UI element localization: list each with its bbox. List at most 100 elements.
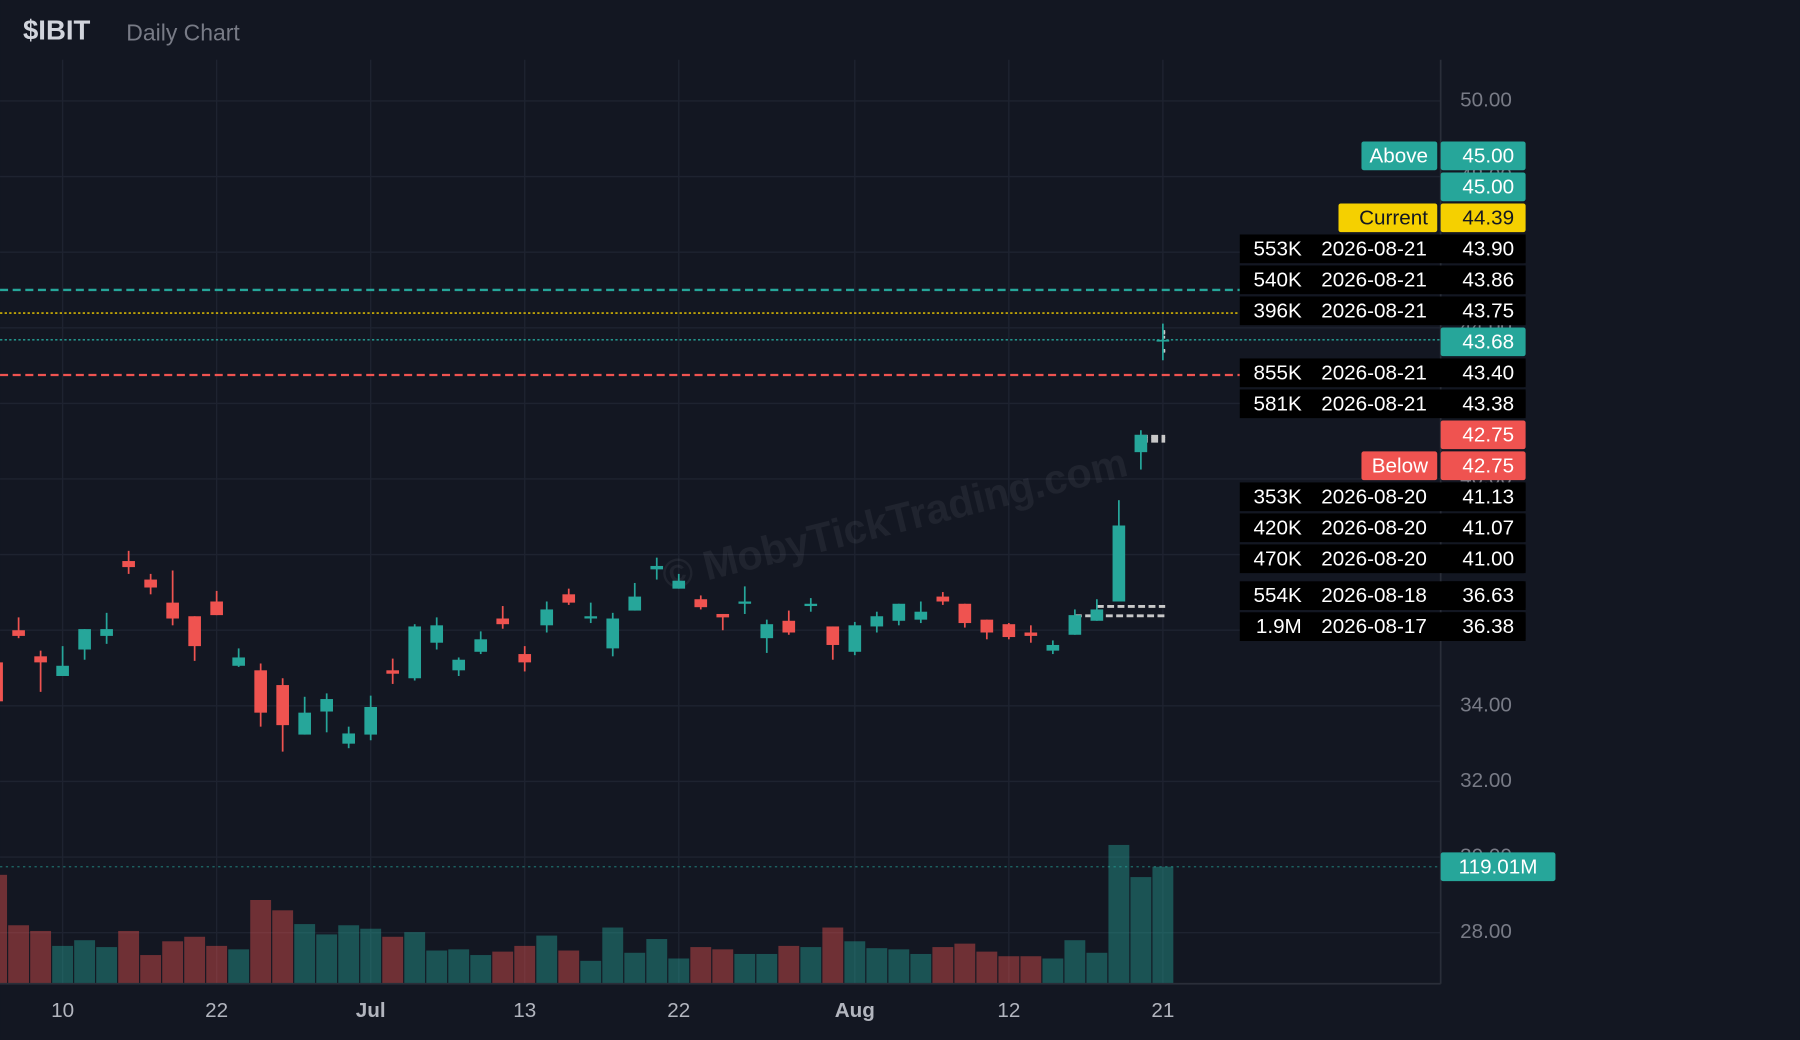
volume-bar (954, 943, 976, 984)
volume-bar (646, 939, 668, 984)
price-tag (1440, 451, 1526, 481)
candle-body (0, 662, 3, 702)
volume-bar (228, 949, 250, 984)
price-tag-label: 45.00 (1462, 175, 1514, 198)
volume-bar (8, 925, 30, 984)
volume-bar (514, 945, 536, 984)
volume-bar (1064, 940, 1086, 984)
volume-bar (0, 874, 8, 984)
candle-body (716, 613, 730, 618)
volume-tag: 581K (1254, 392, 1302, 415)
date-tag: 2026-08-20 (1321, 516, 1427, 539)
price-tag-label: 44.39 (1462, 206, 1514, 229)
volume-bar (756, 953, 778, 984)
price-tag-label: 42.75 (1462, 454, 1514, 477)
volume-bar (74, 940, 96, 984)
level-tag: Above (1369, 144, 1428, 167)
candle-body (738, 601, 752, 604)
x-tick-label: 13 (513, 999, 536, 1022)
level-tag-box (1338, 203, 1438, 233)
candle-body (782, 620, 796, 633)
volume-bar (1042, 958, 1064, 984)
volume-bar (1152, 866, 1174, 984)
volume-bar (316, 934, 338, 984)
volume-tag: 1.9M (1256, 615, 1302, 638)
x-tick-label: 22 (205, 999, 228, 1022)
volume-bar (778, 945, 800, 984)
candle-body (1156, 339, 1170, 342)
volume-bar (800, 947, 822, 984)
volume-tag: 554K (1254, 584, 1302, 607)
volume-bar (844, 941, 866, 984)
volume-tag: 553K (1254, 237, 1302, 260)
candle-body (254, 670, 267, 713)
volume-bar (822, 927, 844, 984)
volume-tag: 420K (1254, 516, 1302, 539)
x-tick-label: 12 (997, 999, 1020, 1022)
candle-body (914, 611, 928, 620)
volume-bar (140, 955, 162, 984)
price-tag (1440, 544, 1526, 574)
price-tag (1440, 234, 1526, 264)
price-tag-label: 41.00 (1462, 547, 1514, 570)
volume-bar (998, 956, 1020, 984)
candle-body (540, 609, 554, 626)
volume-bar (360, 928, 382, 984)
date-tag: 2026-08-21 (1321, 268, 1427, 291)
candle-body (1046, 644, 1060, 651)
volume-bar (976, 951, 998, 984)
price-tag (1440, 420, 1526, 450)
price-tag (1440, 296, 1526, 326)
volume-bar (668, 958, 690, 984)
price-tag-label: 43.75 (1462, 299, 1514, 322)
volume-bar (250, 899, 272, 984)
candle-body (1002, 624, 1016, 638)
candle-body (232, 657, 245, 666)
candle-body (870, 616, 884, 627)
volume-tag: 396K (1254, 299, 1302, 322)
candle-body (804, 603, 818, 607)
candle-body (276, 685, 289, 726)
level-tag-box (1361, 451, 1438, 481)
candle-body (584, 616, 598, 619)
price-tag (1440, 265, 1526, 295)
candle-body (936, 596, 950, 602)
date-tag: 2026-08-17 (1321, 615, 1427, 638)
volume-bar (470, 955, 492, 984)
volume-bar (888, 949, 910, 984)
candle-body (628, 596, 642, 611)
volume-bar (404, 932, 426, 984)
candle-body (760, 624, 774, 639)
candle-body (34, 656, 47, 663)
price-tags: 45.00 Above 45.00 44.39 Current 43.90 553K 2026… (1239, 141, 1556, 882)
price-tag (1440, 358, 1526, 388)
price-tag (1440, 612, 1526, 641)
volume-bar (118, 930, 140, 984)
level-tag: Current (1359, 206, 1428, 229)
volume-bar (536, 935, 558, 984)
candle-body (496, 618, 510, 625)
volume-tag: 855K (1254, 361, 1302, 384)
y-tick-label: 50.00 (1460, 88, 1512, 111)
price-tag-label: 36.63 (1462, 584, 1514, 607)
volume-bar (1108, 844, 1130, 984)
candles (0, 323, 1170, 752)
price-tag (1440, 327, 1526, 357)
price-tag-label: 43.68 (1462, 330, 1514, 353)
candle-body (562, 594, 576, 603)
x-tick-label: 21 (1151, 999, 1174, 1022)
candle-body (958, 603, 972, 624)
candle-body (1090, 609, 1104, 621)
volume-bar (910, 953, 932, 984)
candle-body (122, 561, 135, 568)
volume-bar (690, 947, 712, 984)
candle-body (606, 618, 620, 649)
date-tag: 2026-08-18 (1321, 584, 1427, 607)
price-tag-label: 43.40 (1462, 361, 1514, 384)
candle-body (430, 625, 444, 643)
date-tag: 2026-08-20 (1321, 485, 1427, 508)
price-tag-label: 41.13 (1462, 485, 1514, 508)
volume-tag: 470K (1254, 547, 1302, 570)
volume-bar (1130, 877, 1152, 984)
